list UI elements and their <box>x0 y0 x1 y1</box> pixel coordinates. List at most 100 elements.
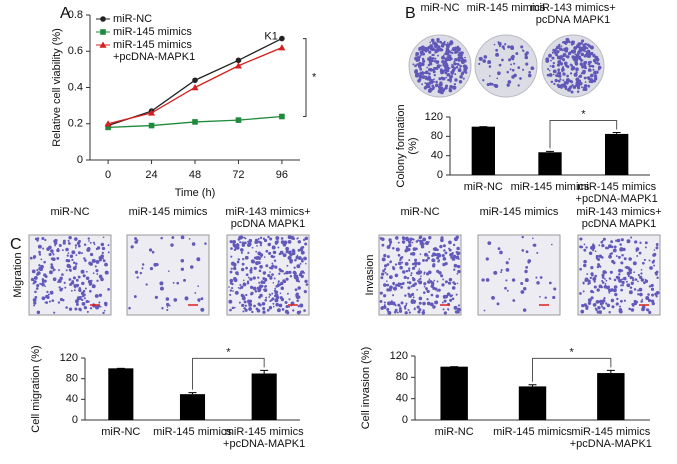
y-axis-title-box: Cell invasion (%) <box>360 346 372 430</box>
x-tick-label: miR-145 mimics +pcDNA-MAPK1 <box>569 426 652 450</box>
bar <box>597 373 625 420</box>
image-label: miR-145 mimics <box>128 206 208 218</box>
image-label-box: miR-143 mimics+ pcDNA MAPK1 <box>576 206 662 230</box>
image-label: miR-NC <box>50 206 90 218</box>
y-axis-title-box: Cell migration (%) <box>30 345 42 433</box>
legend-marker <box>100 29 106 35</box>
point <box>235 117 242 123</box>
image-label-box: miR-145 mimics <box>466 2 546 14</box>
x-tick-label: miR-145 mimics +pcDNA-MAPK1 <box>223 426 306 450</box>
error-bar <box>188 392 197 395</box>
annotation: * <box>312 71 317 83</box>
point <box>148 122 155 129</box>
x-tick-label-box: miR-145 mimics <box>493 426 572 438</box>
image-label: miR-143 mimics+ pcDNA MAPK1 <box>576 206 662 230</box>
error-bar <box>612 131 621 134</box>
x-tick-label: miR-145 mimics <box>510 181 590 193</box>
x-tick-label-box: miR-145 mimics <box>153 426 232 438</box>
point <box>104 120 112 127</box>
bar <box>605 133 629 175</box>
x-tick-label-box: miR-145 mimics +pcDNA-MAPK1 <box>575 181 658 205</box>
point <box>278 44 286 51</box>
x-tick-label: miR-145 mimics <box>153 426 232 438</box>
cell-dots <box>128 235 207 312</box>
point <box>148 109 156 116</box>
image-label: miR-143 mimics+ pcDNA MAPK1 <box>225 206 311 230</box>
cell-image <box>126 234 210 316</box>
x-tick-label: miR-145 mimics +pcDNA-MAPK1 <box>575 181 658 205</box>
point <box>279 35 285 42</box>
cell-dots <box>481 235 557 312</box>
significance-bracket <box>549 119 618 149</box>
x-tick-label-box: miR-NC <box>434 426 474 438</box>
legend-marker <box>100 16 106 22</box>
y-tick-label: 0 <box>402 414 408 426</box>
panel-letter: B <box>405 5 416 22</box>
panel-letter: A <box>60 5 71 22</box>
bar <box>251 373 277 420</box>
bar <box>108 368 134 420</box>
y-tick-label: 120 <box>425 111 443 123</box>
y-tick-label: 0.2 <box>68 118 83 130</box>
legend-label-box: miR-145 mimics <box>113 26 192 38</box>
bar <box>179 394 206 420</box>
image-label-box: miR-143 mimics+ pcDNA MAPK1 <box>530 2 616 26</box>
point <box>235 57 242 64</box>
colony-dish <box>474 34 538 98</box>
annotation: * <box>226 346 231 358</box>
significance-bracket <box>303 38 307 117</box>
x-tick-label: 96 <box>276 169 288 181</box>
y-axis-title: Cell migration (%) <box>30 345 42 433</box>
y-tick-label: 0.6 <box>68 45 83 57</box>
y-tick-label: 0.4 <box>68 81 83 93</box>
image-label-box: miR-NC <box>50 206 90 218</box>
significance-bracket <box>192 357 265 390</box>
image-label: miR-NC <box>420 2 460 14</box>
legend-label: miR-145 mimics +pcDNA-MAPK1 <box>113 39 196 63</box>
cell-image <box>477 234 561 316</box>
point <box>105 124 111 131</box>
point <box>192 119 198 125</box>
y-tick-label: 80 <box>396 371 408 383</box>
x-tick-label: 48 <box>189 169 201 181</box>
y-tick-label: 120 <box>60 352 78 364</box>
y-tick-label: 80 <box>66 373 78 385</box>
x-tick-label-box: miR-145 mimics +pcDNA-MAPK1 <box>569 426 652 450</box>
point <box>234 62 242 69</box>
x-tick-label: miR-145 mimics <box>493 426 572 438</box>
image-label-box: miR-145 mimics <box>480 206 559 218</box>
legend-label: miR-145 mimics <box>113 26 192 38</box>
image-label-box: miR-NC <box>420 2 460 14</box>
cell-dots <box>29 235 110 315</box>
y-axis-title: Cell invasion (%) <box>360 346 372 430</box>
annotation: * <box>581 108 586 120</box>
cell-dots <box>412 37 468 95</box>
bar <box>518 386 547 420</box>
error-bar <box>260 369 269 374</box>
x-tick-label-box: miR-145 mimics <box>510 181 590 193</box>
cell-dots <box>579 236 660 315</box>
y-tick-label: 0 <box>72 414 78 426</box>
x-axis-title: Time (h) <box>175 187 216 199</box>
image-label: miR-143 mimics+ pcDNA MAPK1 <box>530 2 616 26</box>
cell-dots <box>379 235 461 315</box>
legend-label-box: miR-NC <box>113 13 153 25</box>
y-tick-label: 40 <box>431 150 443 162</box>
x-tick-label-box: miR-NC <box>464 181 503 193</box>
legend-marker <box>99 41 107 48</box>
row-label: Invasion <box>364 255 376 296</box>
y-axis-title-box: Colony formation (%) <box>395 104 419 187</box>
legend-label: miR-NC <box>113 13 153 25</box>
panel-letter: C <box>10 236 22 253</box>
legend-label-box: miR-145 mimics +pcDNA-MAPK1 <box>113 39 196 63</box>
error-bar <box>606 369 615 374</box>
x-tick-label: miR-NC <box>434 426 474 438</box>
x-tick-label: 0 <box>105 169 111 181</box>
image-label: miR-145 mimics <box>466 2 546 14</box>
image-label-box: miR-143 mimics+ pcDNA MAPK1 <box>225 206 311 230</box>
point <box>191 84 199 91</box>
image-label-box: miR-NC <box>400 206 439 218</box>
bar <box>471 126 495 175</box>
y-tick-label: 120 <box>390 350 408 362</box>
